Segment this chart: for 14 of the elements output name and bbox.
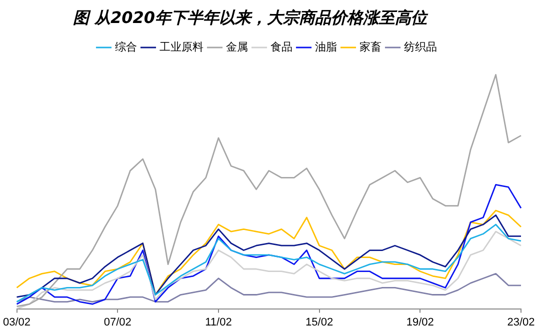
legend-label: 金属 xyxy=(226,40,248,54)
legend-label: 食品 xyxy=(270,40,292,54)
legend-label: 家畜 xyxy=(359,40,382,54)
legend-label: 油脂 xyxy=(314,40,337,54)
legend-label: 纺织品 xyxy=(404,40,437,54)
chart-title: 图 从2020年下半年以来，大宗商品价格涨至高位 xyxy=(72,8,430,29)
x-tick-label: 07/02 xyxy=(104,316,132,328)
x-tick-label: 15/02 xyxy=(306,316,334,328)
x-tick-label: 03/02 xyxy=(3,316,31,328)
x-tick-label: 11/02 xyxy=(205,316,232,328)
x-tick-label: 23/02 xyxy=(507,316,535,328)
legend-label: 工业原料 xyxy=(159,40,204,54)
legend-label: 综合 xyxy=(114,40,137,54)
x-tick-label: 19/02 xyxy=(406,316,434,328)
